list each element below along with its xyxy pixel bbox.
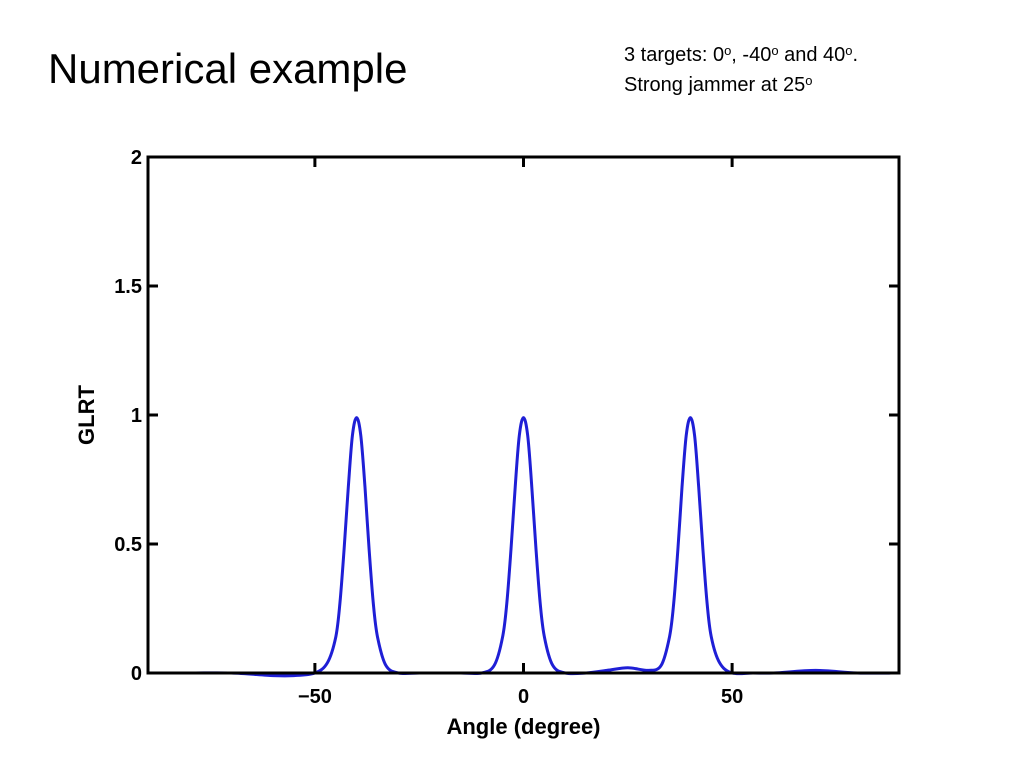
targets-prefix: 3 targets: — [624, 44, 713, 66]
y-tick-label: 1.5 — [114, 276, 142, 298]
y-tick-label: 1 — [131, 405, 142, 427]
x-tick-label: 0 — [518, 686, 529, 708]
target-angle-3: 40 — [823, 44, 846, 66]
degree-mark-2: o — [771, 43, 779, 58]
target-angle-2: -40 — [742, 44, 772, 66]
plot-frame — [146, 155, 901, 675]
jammer-angle: 25 — [782, 74, 806, 96]
target-note: 3 targets: 0o, -40o and 40o. Strong jamm… — [624, 40, 858, 100]
degree-mark-4: o — [805, 73, 813, 88]
glrt-series-line — [148, 416, 900, 678]
targets-separator-2: and — [778, 44, 824, 66]
degree-mark-3: o — [845, 43, 853, 58]
jammer-prefix: Strong jammer at — [624, 74, 783, 96]
y-tick-label: 0 — [131, 663, 142, 685]
y-tick-label: 2 — [131, 147, 142, 169]
slide-title: Numerical example — [48, 45, 408, 92]
y-tick-label: 0.5 — [114, 534, 142, 556]
y-axis-label: GLRT — [74, 385, 99, 445]
targets-end: . — [852, 44, 859, 66]
targets-separator-1: , — [731, 44, 743, 66]
degree-mark-1: o — [724, 43, 732, 58]
x-axis-label: Angle (degree) — [446, 714, 600, 739]
jammer-line: Strong jammer at 25o — [624, 70, 858, 100]
target-angle-1: 0 — [712, 44, 725, 66]
series-layer — [148, 416, 900, 678]
ticks-layer: −50 0 50 0 0.5 1 1.5 2 — [114, 147, 899, 708]
x-tick-label: −50 — [298, 686, 332, 708]
targets-line: 3 targets: 0o, -40o and 40o. — [624, 40, 858, 70]
x-tick-label: 50 — [721, 686, 743, 708]
